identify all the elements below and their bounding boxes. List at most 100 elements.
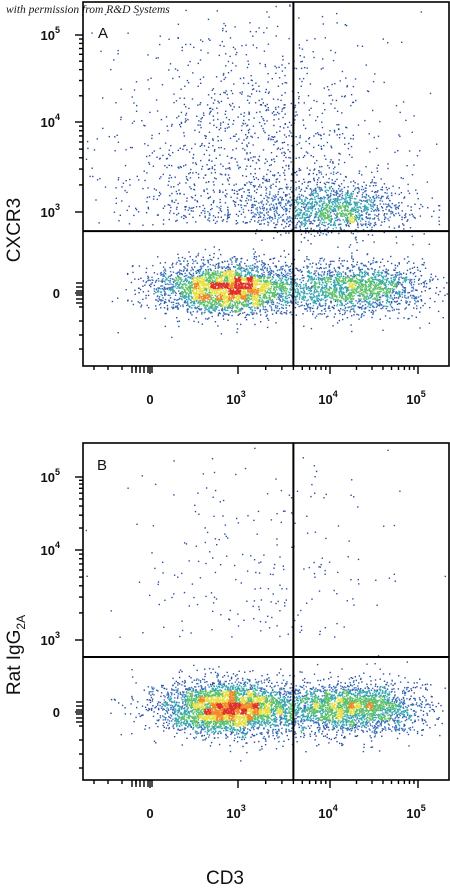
event-dot <box>351 269 353 272</box>
event-dot <box>238 275 240 277</box>
event-dot <box>407 318 409 320</box>
event-dot <box>190 312 192 314</box>
event-dot <box>269 298 271 300</box>
event-dot <box>412 286 414 288</box>
event-dot <box>364 282 367 284</box>
event-dot <box>236 292 239 295</box>
event-dot <box>330 278 333 280</box>
event-dot <box>370 276 372 278</box>
event-dot <box>291 272 293 274</box>
event-dot <box>162 278 164 280</box>
event-dot <box>356 281 359 283</box>
event-dot <box>317 297 320 300</box>
event-dot <box>260 280 262 282</box>
event-dot <box>351 255 353 257</box>
event-dot <box>254 283 256 285</box>
event-dot <box>338 259 340 262</box>
event-dot <box>221 282 223 285</box>
event-dot <box>249 272 251 274</box>
event-dot <box>371 273 374 275</box>
event-dot <box>308 275 311 278</box>
event-dot <box>378 270 380 272</box>
event-dot <box>237 285 240 287</box>
event-dot <box>382 301 384 303</box>
event-dot <box>380 261 382 263</box>
event-dot <box>257 302 260 305</box>
event-dot <box>172 306 175 308</box>
event-dot <box>381 288 383 290</box>
event-dot <box>176 306 178 308</box>
event-dot <box>256 299 259 301</box>
event-dot <box>333 291 336 293</box>
event-dot <box>376 282 378 284</box>
event-dot <box>204 273 206 275</box>
event-dot <box>225 275 227 277</box>
event-dot <box>277 286 279 288</box>
event-dot <box>153 288 155 290</box>
event-dot <box>241 278 244 280</box>
event-dot <box>340 273 342 275</box>
event-dot <box>168 299 170 302</box>
event-dot <box>372 288 374 291</box>
event-dot <box>300 291 303 293</box>
event-dot <box>299 294 301 297</box>
event-dot <box>178 325 180 328</box>
event-dot <box>351 279 354 281</box>
event-dot <box>390 306 393 308</box>
event-dot <box>403 258 406 260</box>
event-dot <box>376 299 379 301</box>
event-dot <box>224 269 226 272</box>
event-dot <box>377 304 380 307</box>
event-dot <box>266 299 268 302</box>
event-dot <box>269 266 271 268</box>
event-dot <box>179 260 181 262</box>
event-dot <box>343 304 346 307</box>
event-dot <box>279 286 281 288</box>
event-dot <box>195 287 197 290</box>
event-dot <box>323 287 325 289</box>
event-dot <box>213 277 215 279</box>
event-dot <box>236 301 238 303</box>
event-dot <box>241 307 243 309</box>
event-dot <box>297 301 299 303</box>
event-dot <box>375 288 377 290</box>
event-dot <box>157 300 159 302</box>
event-dot <box>312 262 314 264</box>
event-dot <box>267 214 269 216</box>
event-dot <box>235 283 237 285</box>
event-dot <box>246 277 248 279</box>
event-dot <box>314 270 316 272</box>
event-dot <box>273 257 276 259</box>
event-dot <box>222 318 225 320</box>
event-dot <box>182 281 185 283</box>
event-dot <box>125 289 127 291</box>
event-dot <box>177 276 179 278</box>
event-dot <box>209 274 211 276</box>
event-dot <box>315 278 318 280</box>
event-dot <box>174 306 177 308</box>
event-dot <box>188 295 190 298</box>
event-dot <box>218 281 220 283</box>
event-dot <box>383 265 385 267</box>
event-dot <box>209 254 211 257</box>
panel-a-dots <box>85 4 448 339</box>
event-dot <box>413 272 416 274</box>
event-dot <box>269 297 271 299</box>
event-dot <box>193 294 196 296</box>
event-dot <box>401 284 403 286</box>
event-dot <box>389 304 392 306</box>
event-dot <box>207 302 210 304</box>
event-dot <box>297 293 299 296</box>
event-dot <box>321 289 323 291</box>
event-dot <box>249 267 252 270</box>
event-dot <box>314 282 316 285</box>
event-dot <box>337 246 339 248</box>
event-dot <box>278 279 280 282</box>
event-dot <box>424 302 426 305</box>
event-dot <box>435 275 437 278</box>
event-dot <box>261 266 264 268</box>
event-dot <box>249 277 251 280</box>
event-dot <box>344 278 347 280</box>
event-dot <box>239 273 241 275</box>
event-dot <box>201 295 204 298</box>
